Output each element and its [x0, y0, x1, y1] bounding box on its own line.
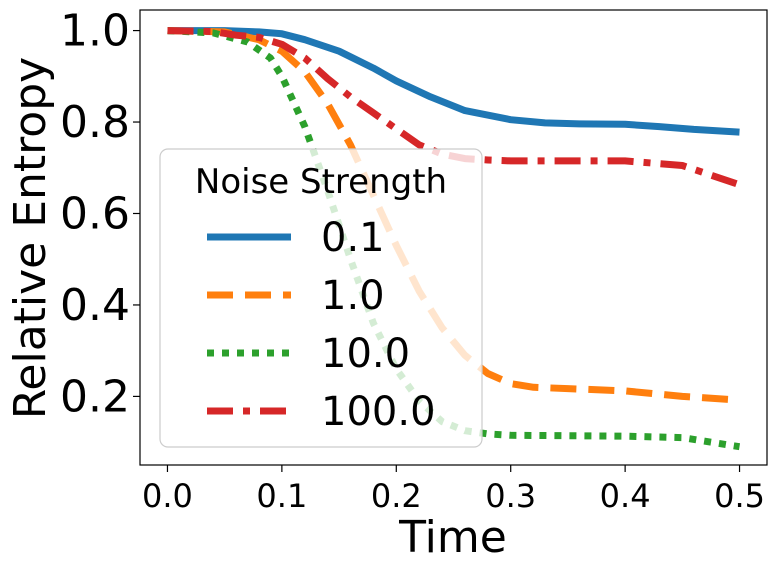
y-tick-label: 0.2 [60, 371, 130, 422]
series-line-1 [167, 27, 740, 136]
x-axis-title: Time [398, 512, 507, 563]
y-tick-label: 0.4 [60, 280, 130, 331]
legend: Noise Strength 0.1 1.0 10.0 100.0 [159, 148, 483, 448]
y-axis-title: Relative Entropy [5, 57, 56, 419]
legend-box [159, 148, 483, 448]
x-tick-label: 0.3 [485, 477, 536, 515]
legend-label-3: 10.0 [321, 331, 410, 377]
x-tick-label: 0.2 [371, 477, 422, 515]
x-tick-label: 0.5 [714, 477, 765, 515]
ticks-layer: 0.0 0.1 0.2 0.3 0.4 0.5 0.2 0.4 0.6 0.8 1.0 [60, 6, 765, 515]
legend-entries: 0.1 1.0 10.0 100.0 [207, 215, 436, 435]
x-tick-label: 0.4 [600, 477, 651, 515]
legend-label-4: 100.0 [321, 389, 436, 435]
x-tick-label: 0.1 [256, 477, 307, 515]
series-line-3 [167, 27, 741, 451]
x-tick-label: 0.0 [142, 477, 193, 515]
series-line-4 [167, 27, 741, 189]
y-tick-label: 0.8 [60, 97, 130, 148]
legend-title: Noise Strength [195, 162, 447, 202]
plot-frame [139, 9, 768, 466]
y-tick-label: 1.0 [60, 6, 130, 57]
legend-label-2: 1.0 [321, 273, 385, 319]
legend-label-1: 0.1 [321, 215, 385, 261]
y-tick-label: 0.6 [60, 188, 130, 239]
